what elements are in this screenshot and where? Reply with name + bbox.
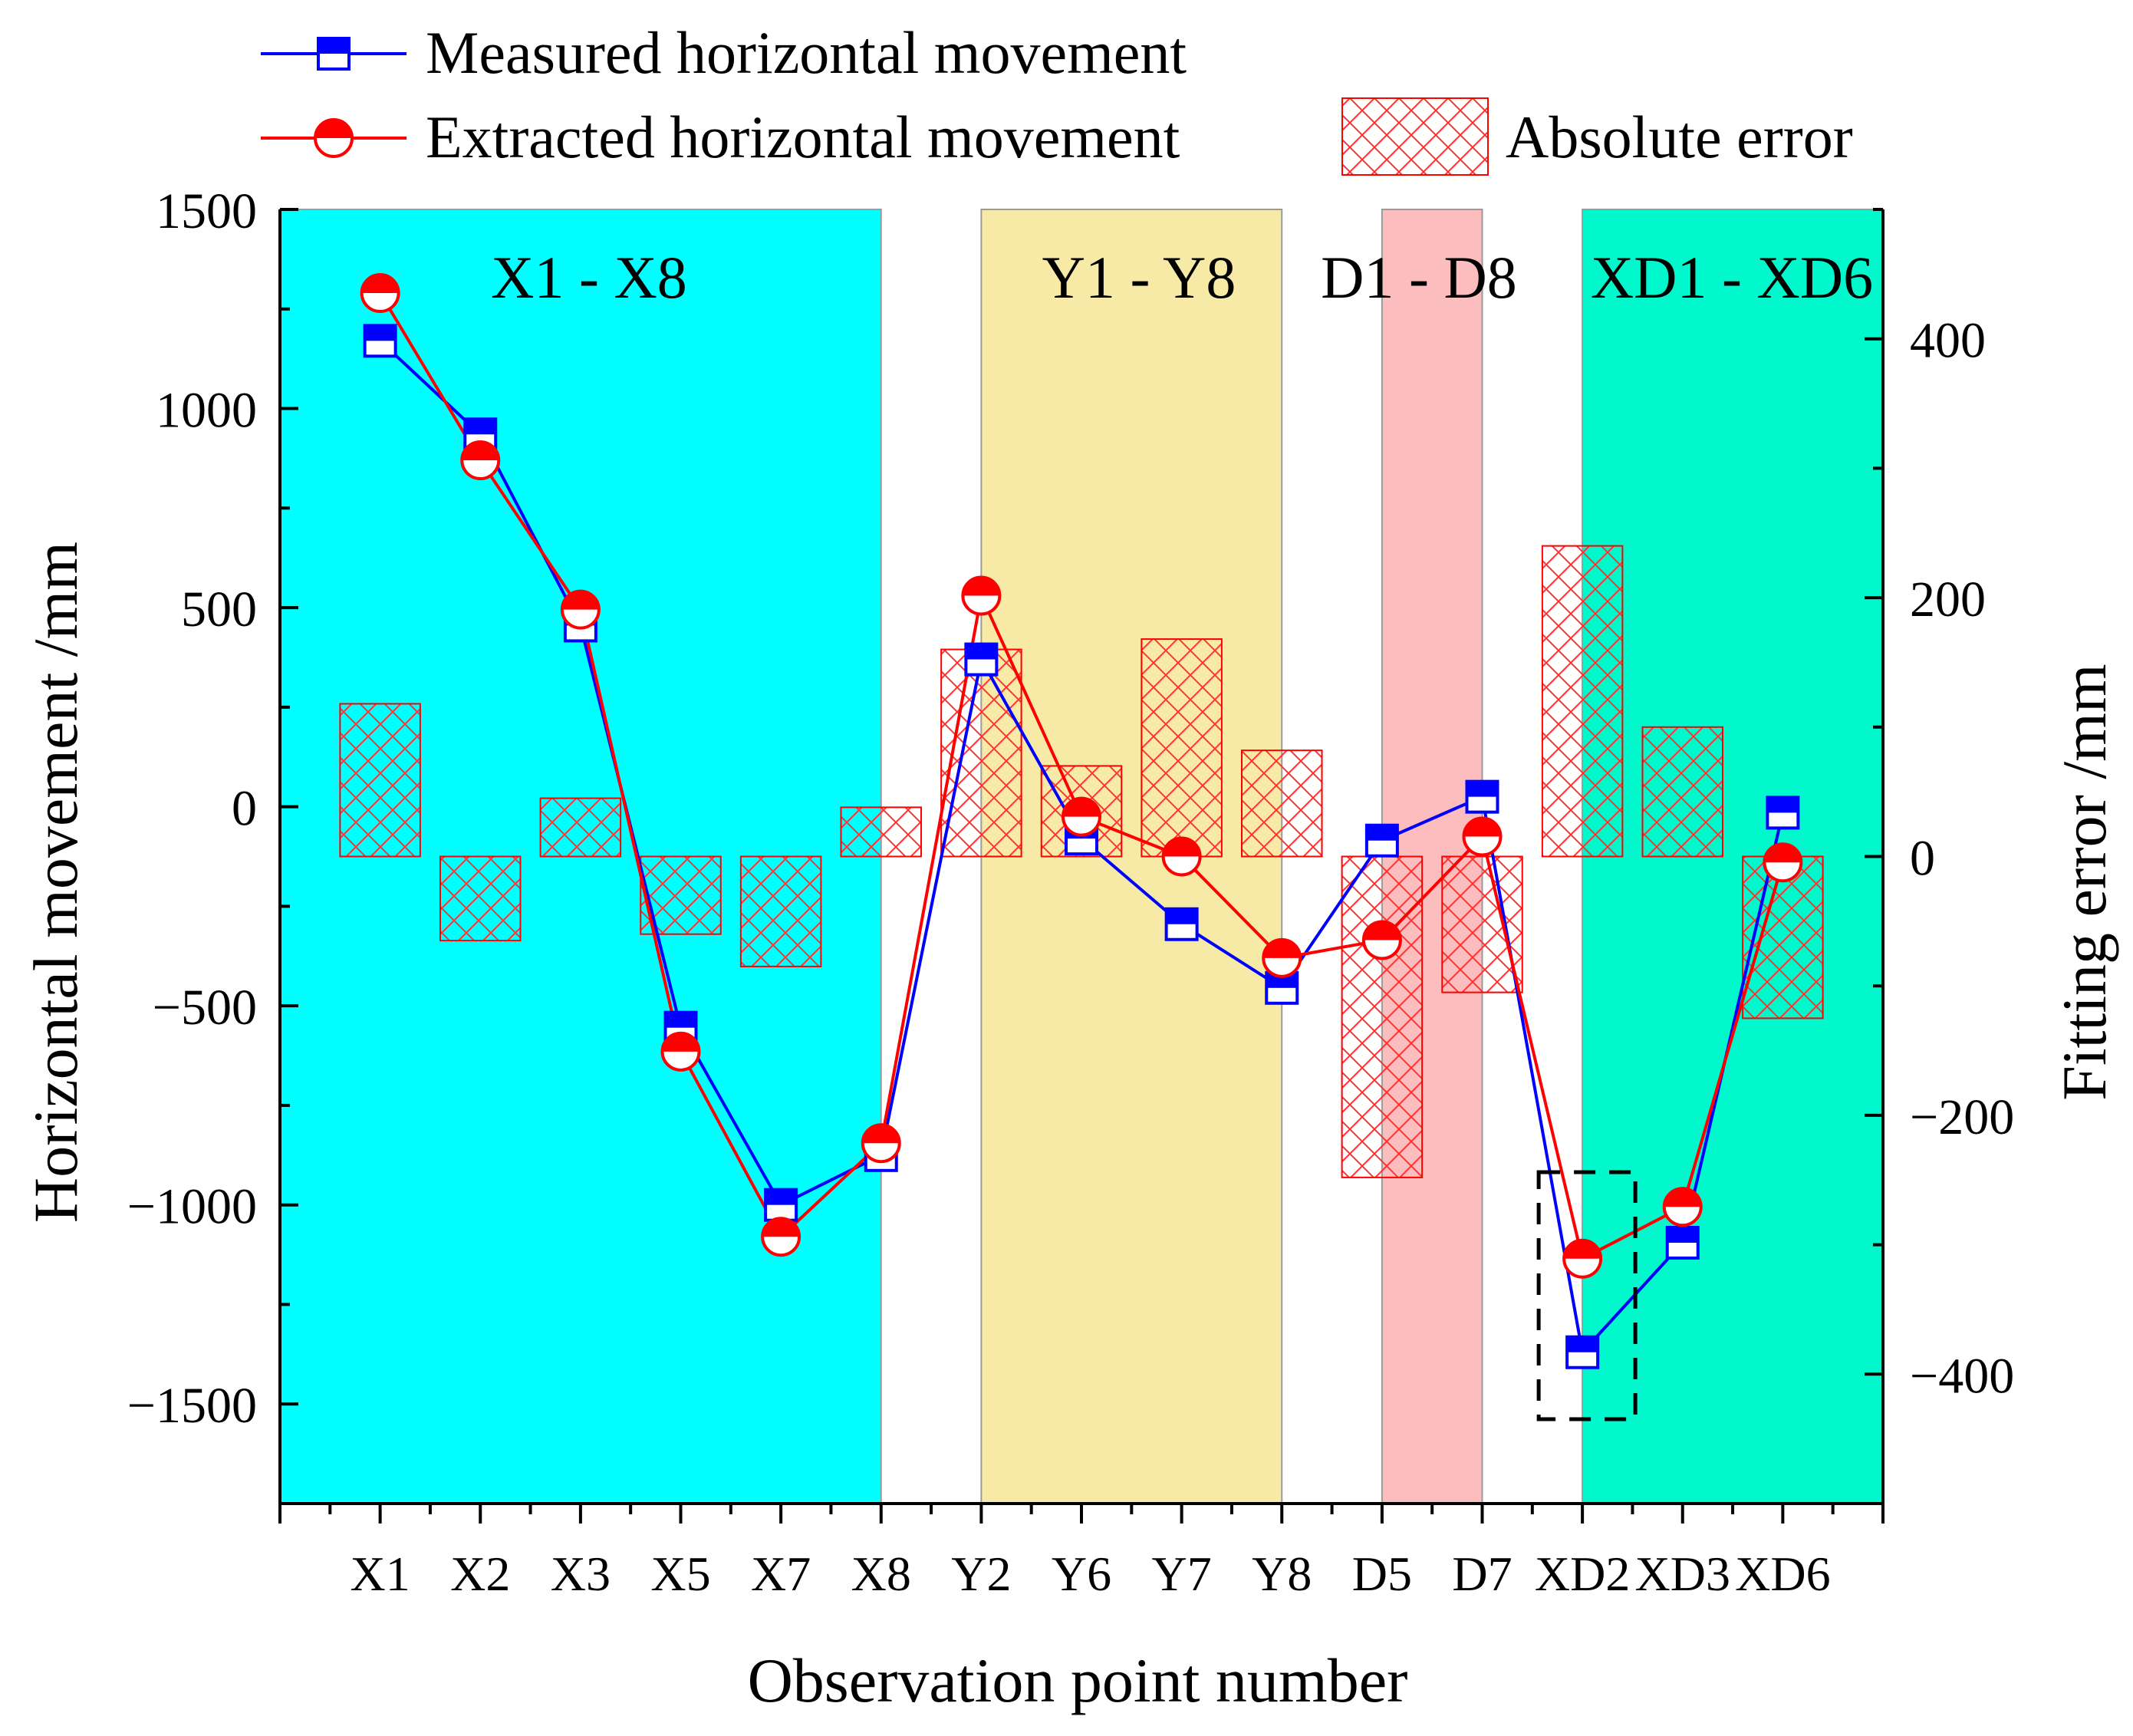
error-bar-X7 <box>739 855 822 967</box>
measured-point-XD2 <box>1565 1335 1600 1369</box>
measured-point-Y2 <box>964 642 999 677</box>
error-bar-D5 <box>1341 855 1424 1178</box>
y-tick-label: 1000 <box>156 383 257 439</box>
error-bar-X2 <box>439 855 522 942</box>
error-bar-XD6 <box>1742 855 1824 1020</box>
y-tick-label: 500 <box>181 581 257 637</box>
x-tick-label-X7: X7 <box>751 1547 811 1601</box>
measured-point-X7 <box>764 1188 798 1222</box>
error-bar-X3 <box>539 797 622 858</box>
highlight-box <box>1536 1170 1638 1421</box>
extracted-point-D7 <box>1462 816 1503 857</box>
measured-point-XD6 <box>1766 796 1800 830</box>
extracted-point-X7 <box>761 1217 802 1257</box>
y-tick-label: 1500 <box>156 183 257 239</box>
extracted-point-Y8 <box>1262 937 1302 978</box>
region-3 <box>1582 209 1884 1504</box>
legend-marker-extracted <box>314 118 354 158</box>
y-axis-label: Horizontal movement /mm <box>21 542 91 1223</box>
x-tick-label-Y7: Y7 <box>1152 1547 1212 1601</box>
extracted-point-X2 <box>460 440 501 481</box>
y-tick-label: 0 <box>232 781 257 837</box>
error-bars <box>339 545 1824 1178</box>
legend-label-extracted: Extracted horizontal movement <box>426 104 1180 170</box>
extracted-point-X8 <box>861 1123 901 1164</box>
measured-point-Y7 <box>1164 907 1199 941</box>
error-bar-Y7 <box>1141 638 1223 858</box>
x-tick-label-D5: D5 <box>1352 1547 1412 1601</box>
legend-label-measured: Measured horizontal movement <box>426 19 1187 86</box>
extracted-point-X3 <box>560 589 601 630</box>
extracted-point-Y6 <box>1062 796 1101 837</box>
x-tick-label-X5: X5 <box>650 1547 710 1601</box>
y2-tick-label: −400 <box>1910 1348 2014 1404</box>
legend-label-error: Absolute error <box>1506 104 1853 170</box>
region-label-3: XD1 - XD6 <box>1591 244 1873 311</box>
legend: Measured horizontal movement Extracted ho… <box>261 19 1853 176</box>
legend-marker-measured <box>317 37 351 71</box>
extracted-point-XD3 <box>1662 1187 1703 1227</box>
highlight-rect <box>1536 1170 1638 1421</box>
extracted-point-D5 <box>1361 920 1402 960</box>
error-bar-X1 <box>339 703 421 858</box>
axes <box>278 208 1884 1524</box>
error-bar-Y8 <box>1241 749 1323 858</box>
error-bar-D7 <box>1441 855 1523 993</box>
y-tick-label: −1500 <box>127 1378 257 1434</box>
extracted-point-X1 <box>360 273 400 314</box>
x-tick-label-XD6: XD6 <box>1735 1547 1830 1601</box>
series-markers <box>360 273 1803 1369</box>
legend-swatch-error <box>1341 97 1489 176</box>
extracted-point-X5 <box>660 1031 701 1072</box>
x-tick-label-X2: X2 <box>450 1547 510 1601</box>
x-tick-label-Y2: Y2 <box>951 1547 1011 1601</box>
region-label-2: D1 - D8 <box>1321 244 1517 311</box>
x-tick-label-Y6: Y6 <box>1052 1547 1111 1601</box>
y2-tick-label: 200 <box>1910 572 1986 628</box>
error-bar-X8 <box>840 806 922 858</box>
x-tick-label-X1: X1 <box>351 1547 410 1601</box>
measured-point-D5 <box>1364 823 1399 858</box>
region-1 <box>980 209 1283 1504</box>
y2-tick-label: −200 <box>1910 1089 2014 1145</box>
measured-point-D7 <box>1465 779 1499 814</box>
extracted-point-XD6 <box>1763 842 1803 883</box>
measured-point-X1 <box>363 324 397 358</box>
y2-tick-label: 0 <box>1910 831 1935 887</box>
error-bar-XD2 <box>1541 545 1624 858</box>
x-tick-label-XD2: XD2 <box>1535 1547 1630 1601</box>
y2-axis-label: Fitting error /mm <box>2049 664 2119 1100</box>
x-axis-label: Observation point number <box>748 1645 1408 1715</box>
extracted-point-XD2 <box>1562 1238 1603 1279</box>
region-label-0: X1 - X8 <box>491 244 687 311</box>
error-bar-Y2 <box>940 648 1022 858</box>
tick-labels: −1500 −1000 −500 0 500 1000 1500 −400 −200 0 200 40… <box>127 183 2014 1601</box>
y-tick-label: −1000 <box>127 1179 257 1235</box>
x-tick-label-D7: D7 <box>1452 1547 1512 1601</box>
error-bar-XD3 <box>1641 726 1723 858</box>
x-tick-label-XD3: XD3 <box>1635 1547 1730 1601</box>
x-tick-label-Y8: Y8 <box>1252 1547 1312 1601</box>
region-labels: X1 - X8 Y1 - Y8 D1 - D8 XD1 - XD6 <box>491 244 1873 311</box>
y2-tick-label: 400 <box>1910 313 1986 369</box>
extracted-point-Y2 <box>961 575 1002 616</box>
x-tick-label-X3: X3 <box>551 1547 611 1601</box>
region-label-1: Y1 - Y8 <box>1042 244 1236 311</box>
measured-point-XD3 <box>1665 1226 1700 1260</box>
extracted-point-Y7 <box>1161 836 1202 877</box>
x-tick-label-X8: X8 <box>851 1547 911 1601</box>
y-tick-label: −500 <box>153 980 257 1036</box>
